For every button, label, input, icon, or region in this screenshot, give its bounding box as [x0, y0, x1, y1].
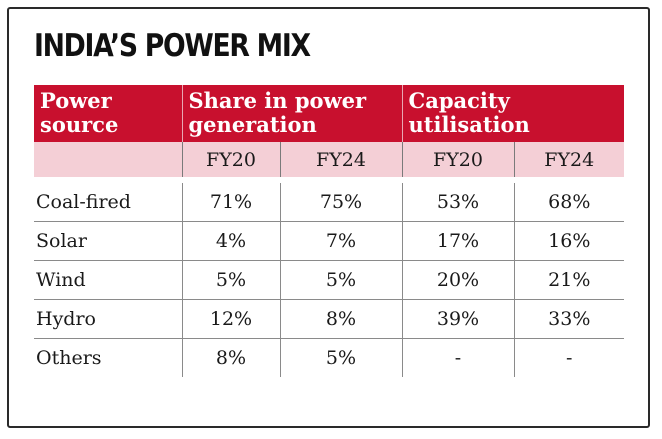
- cell-capacity-fy20: 17%: [401, 221, 514, 261]
- page-title: INDIA’S POWER MIX: [34, 28, 311, 64]
- year-capacity-fy20: FY20: [401, 142, 514, 177]
- cell-capacity-fy20: 53%: [401, 183, 514, 222]
- year-share-fy20: FY20: [181, 142, 280, 177]
- table-row: Hydro 12% 8% 39% 33%: [34, 299, 625, 339]
- graphic-frame: [7, 7, 650, 428]
- cell-capacity-fy24: 33%: [513, 299, 625, 339]
- header-capacity-utilisation: Capacity utilisation: [401, 85, 625, 142]
- cell-share-fy20: 5%: [181, 260, 280, 300]
- cell-capacity-fy24: 16%: [513, 221, 625, 261]
- row-source: Coal-fired: [34, 183, 182, 222]
- power-mix-table: Power source Share in power generation C…: [34, 85, 625, 377]
- table-row: Wind 5% 5% 20% 21%: [34, 260, 625, 300]
- year-row-blank: [34, 142, 182, 177]
- cell-share-fy24: 8%: [279, 299, 402, 339]
- row-source: Others: [36, 347, 102, 369]
- year-capacity-fy24: FY24: [513, 142, 625, 177]
- cell-capacity-fy24: 21%: [513, 260, 625, 300]
- table-row: Solar 4% 7% 17% 16%: [34, 221, 625, 261]
- cell-capacity-fy20: -: [401, 338, 514, 377]
- table-row: Others 8% 5% - -: [34, 338, 625, 377]
- cell-share-fy24: 5%: [279, 338, 402, 377]
- cell-capacity-fy24: 68%: [513, 183, 625, 222]
- cell-share-fy24: 7%: [279, 221, 402, 261]
- row-source: Wind: [34, 260, 182, 300]
- cell-share-fy24: 5%: [279, 260, 402, 300]
- cell-capacity-fy24: -: [513, 338, 625, 377]
- table-header-row: Power source Share in power generation C…: [34, 85, 625, 142]
- cell-share-fy20: 71%: [181, 183, 280, 222]
- row-source: Hydro: [34, 299, 182, 339]
- cell-share-fy20: 8%: [181, 338, 280, 377]
- cell-share-fy20: 12%: [181, 299, 280, 339]
- header-power-source: Power source: [34, 85, 182, 142]
- table-year-row: FY20 FY24 FY20 FY24: [34, 142, 625, 177]
- row-source: Solar: [34, 221, 182, 261]
- cell-capacity-fy20: 39%: [401, 299, 514, 339]
- header-share-in-generation: Share in power generation: [181, 85, 402, 142]
- table-gap: [34, 177, 625, 183]
- year-share-fy24: FY24: [279, 142, 402, 177]
- cell-capacity-fy20: 20%: [401, 260, 514, 300]
- cell-share-fy24: 75%: [279, 183, 402, 222]
- cell-share-fy20: 4%: [181, 221, 280, 261]
- table-row: Coal-fired 71% 75% 53% 68%: [34, 183, 625, 222]
